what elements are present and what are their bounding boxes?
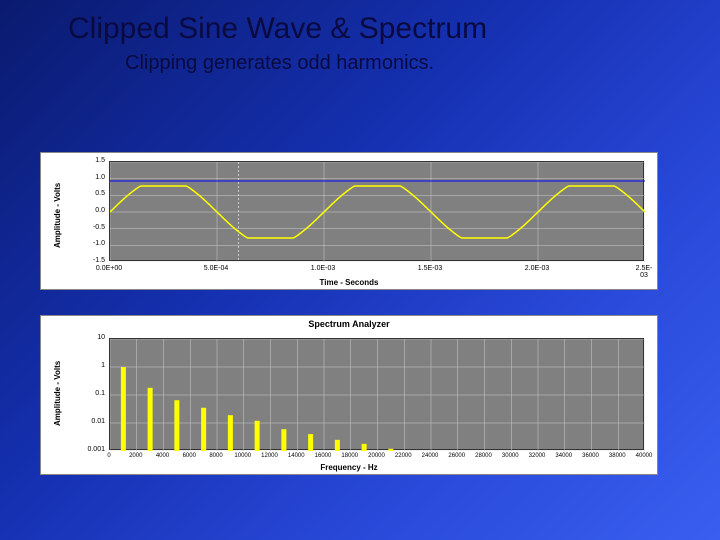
waveform-plot-area [109,161,644,261]
page-title: Clipped Sine Wave & Spectrum [68,12,487,46]
spectrum-xtick: 24000 [422,453,439,459]
waveform-xtick: 1.0E-03 [311,265,336,272]
waveform-xtick: 5.0E-04 [204,265,229,272]
spectrum-ytick: 0.1 [75,390,105,397]
waveform-xtick: 2.5E-03 [636,265,653,279]
spectrum-xtick: 10000 [234,453,251,459]
spectrum-xtick: 26000 [448,453,465,459]
spectrum-ytick: 10 [75,334,105,341]
waveform-ytick: 0.0 [75,207,105,214]
spectrum-chart: Spectrum Analyzer Amplitude - Volts Freq… [40,315,658,475]
spectrum-svg [110,339,645,451]
spectrum-xtick: 6000 [183,453,196,459]
spectrum-plot-area [109,338,644,450]
spectrum-title: Spectrum Analyzer [308,319,389,329]
spectrum-xtick: 4000 [156,453,169,459]
spectrum-xtick: 12000 [261,453,278,459]
waveform-ytick: 1.0 [75,174,105,181]
spectrum-xtick: 18000 [341,453,358,459]
spectrum-xlabel: Frequency - Hz [320,463,377,472]
waveform-ylabel: Amplitude - Volts [53,183,62,248]
spectrum-xtick: 34000 [555,453,572,459]
subtitle: Clipping generates odd harmonics. [125,52,434,75]
spectrum-xtick: 38000 [609,453,626,459]
spectrum-ytick: 0.01 [75,418,105,425]
spectrum-xtick: 28000 [475,453,492,459]
spectrum-xtick: 0 [107,453,110,459]
spectrum-xtick: 32000 [529,453,546,459]
spectrum-ytick: 1 [75,362,105,369]
waveform-ytick: 0.5 [75,190,105,197]
waveform-xtick: 2.0E-03 [525,265,550,272]
waveform-ytick: -1.0 [75,240,105,247]
spectrum-ytick: 0.001 [75,446,105,453]
spectrum-xtick: 20000 [368,453,385,459]
waveform-xtick: 1.5E-03 [418,265,443,272]
waveform-ytick: 1.5 [75,157,105,164]
spectrum-ylabel: Amplitude - Volts [53,361,62,426]
spectrum-xtick: 36000 [582,453,599,459]
spectrum-xtick: 16000 [315,453,332,459]
waveform-ytick: -0.5 [75,224,105,231]
spectrum-xtick: 2000 [129,453,142,459]
waveform-ytick: -1.5 [75,257,105,264]
spectrum-xtick: 14000 [288,453,305,459]
waveform-xlabel: Time - Seconds [320,278,379,287]
waveform-chart: Amplitude - Volts Time - Seconds 1.5 1.0 0… [40,152,658,290]
waveform-xtick: 0.0E+00 [96,265,122,272]
spectrum-xtick: 30000 [502,453,519,459]
spectrum-xtick: 22000 [395,453,412,459]
waveform-svg [110,162,645,262]
spectrum-xtick: 40000 [636,453,653,459]
spectrum-xtick: 8000 [209,453,222,459]
